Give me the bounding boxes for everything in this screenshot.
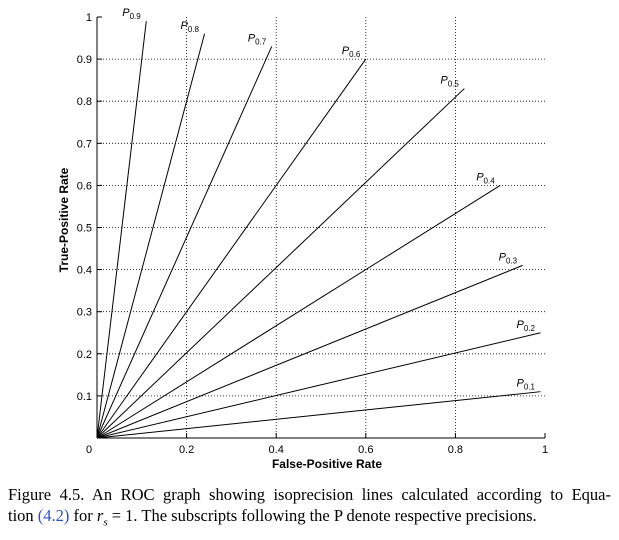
iso-line <box>96 264 523 439</box>
line-label: P0.5 <box>440 75 459 89</box>
caption-text: = 1. The subscripts following the P deno… <box>111 506 537 525</box>
line-label: P0.9 <box>122 7 141 21</box>
symbol: r <box>96 506 104 525</box>
caption-line: Figure 4.5. An ROC graph showing isoprec… <box>8 485 611 504</box>
iso-line <box>96 33 206 439</box>
caption: Figure 4.5. An ROC graph showing isoprec… <box>8 484 611 533</box>
symbol-subscript: s <box>103 516 108 529</box>
y-tick-label: 0.3 <box>77 307 92 319</box>
y-tick-label: 0.8 <box>77 96 92 108</box>
line-label: P0.4 <box>476 171 495 185</box>
line-label: P0.1 <box>517 378 536 392</box>
iso-line <box>96 184 501 439</box>
y-tick-label: 0.5 <box>77 223 92 235</box>
x-tick-label: 0.2 <box>179 444 194 456</box>
y-tick-label: 0.4 <box>77 265 92 277</box>
y-tick-label: 1 <box>86 12 92 24</box>
iso-line <box>96 332 541 439</box>
y-tick-label: 0.1 <box>77 391 92 403</box>
y-tick-label: 0.9 <box>77 54 92 66</box>
iso-line <box>96 88 465 439</box>
caption-text: for <box>73 506 93 525</box>
x-tick-label: 1 <box>542 444 548 456</box>
iso-line <box>96 21 147 439</box>
line-label: P0.7 <box>248 32 267 46</box>
y-tick-label: 0.6 <box>77 180 92 192</box>
y-tick-label: 0.7 <box>77 138 92 150</box>
x-tick-label: 0.8 <box>448 444 463 456</box>
caption-text: tion <box>8 506 34 525</box>
chart: False-Positive Rate True-Positive Rate 0… <box>57 7 548 471</box>
iso-line <box>96 391 541 439</box>
line-label: P0.6 <box>342 45 361 59</box>
x-tick-label: 0.6 <box>358 444 373 456</box>
y-tick-label: 0.2 <box>77 349 92 361</box>
line-label: P0.8 <box>181 20 200 34</box>
iso-line <box>96 46 273 439</box>
x-tick-label: 0 <box>86 444 92 456</box>
x-axis-title: False-Positive Rate <box>272 457 382 471</box>
line-label: P0.3 <box>499 251 518 265</box>
y-axis-title: True-Positive Rate <box>57 167 71 272</box>
iso-line <box>96 58 367 439</box>
equation-link[interactable]: (4.2) <box>37 506 70 525</box>
line-label: P0.2 <box>517 319 536 333</box>
caption-line: tion (4.2) for rs = 1. The subscripts fo… <box>8 505 611 533</box>
x-tick-label: 0.4 <box>269 444 284 456</box>
